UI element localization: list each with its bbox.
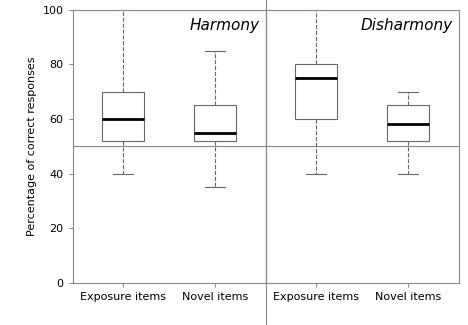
Text: Disharmony: Disharmony	[361, 18, 453, 33]
PathPatch shape	[388, 105, 429, 141]
PathPatch shape	[194, 105, 236, 141]
PathPatch shape	[295, 64, 337, 119]
Text: Harmony: Harmony	[190, 18, 260, 33]
PathPatch shape	[102, 92, 144, 141]
Y-axis label: Percentage of correct responses: Percentage of correct responses	[27, 57, 37, 236]
